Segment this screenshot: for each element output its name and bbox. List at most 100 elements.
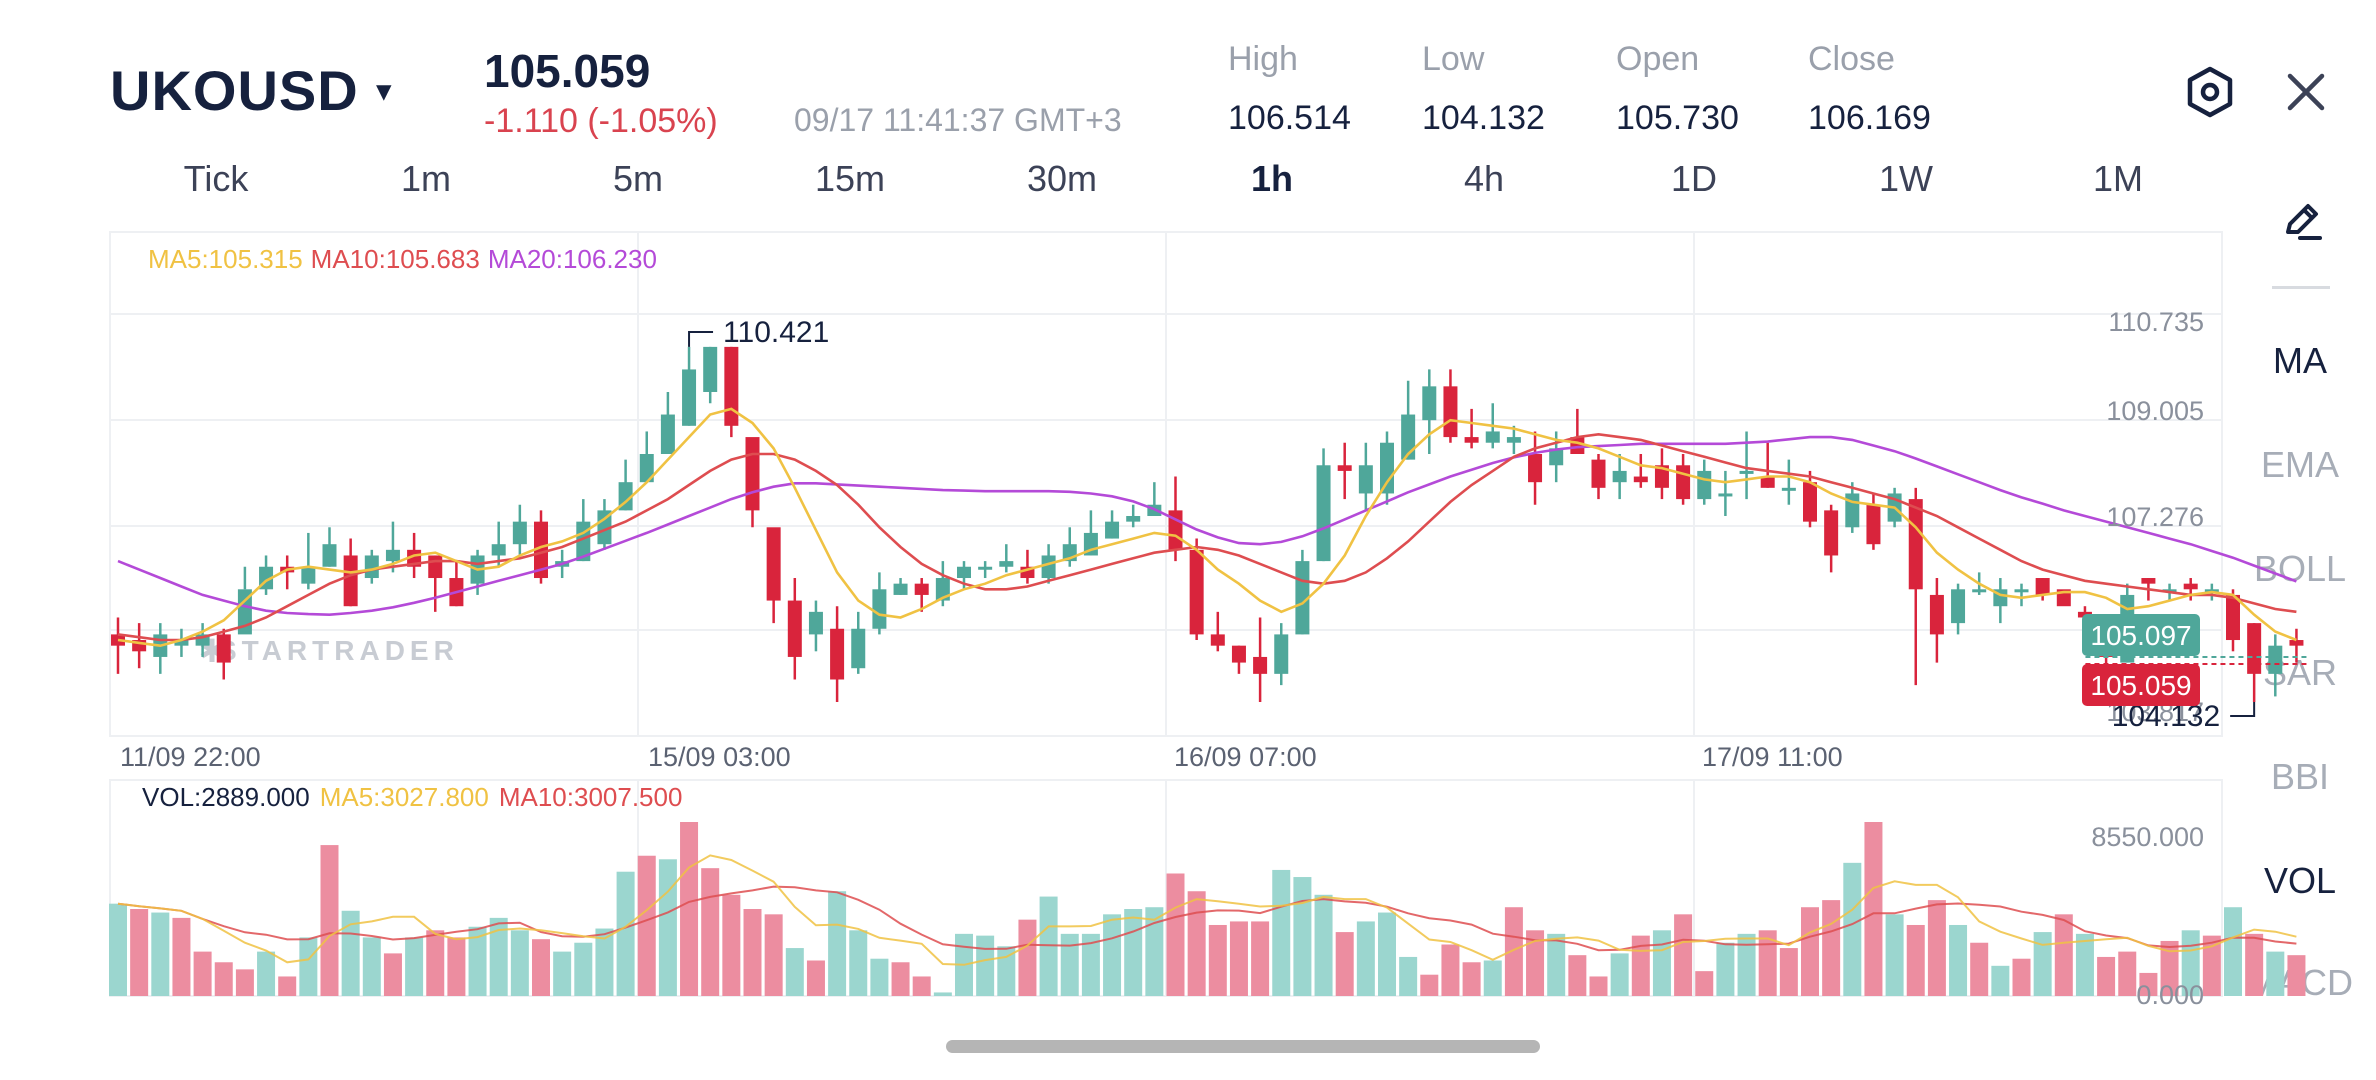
candle-body — [766, 527, 781, 601]
y-tick-label: 109.005 — [2106, 396, 2204, 426]
volume-bar — [1758, 930, 1777, 996]
indicator-vol[interactable]: VOL — [2263, 860, 2337, 901]
candle-body — [1401, 414, 1416, 460]
volume-bar — [1356, 921, 1375, 996]
price-chart[interactable]: STARTRADER✱MA5:105.315 MA10:105.683 MA20:1… — [0, 0, 2376, 1010]
close-stat: Close 106.169 — [1808, 40, 1931, 138]
candle-body — [1591, 459, 1606, 488]
volume-bar — [849, 930, 868, 996]
tab-4h[interactable]: 4h — [1463, 158, 1505, 199]
volume-bar — [1779, 948, 1798, 996]
volume-bar — [785, 948, 804, 996]
ma20-line — [117, 435, 2297, 617]
volume-bar — [1504, 907, 1523, 996]
volume-bar — [891, 962, 910, 996]
volume-bar — [257, 951, 276, 996]
x-tick-label: 15/09 03:00 — [648, 742, 791, 772]
candle-body — [1316, 465, 1331, 562]
indicator-boll[interactable]: BOLL — [2253, 548, 2347, 589]
close-label: Close — [1808, 40, 1895, 78]
candle-body — [703, 346, 718, 392]
volume-bar — [1674, 914, 1693, 996]
volume-bar — [997, 946, 1016, 996]
candle-body — [301, 566, 316, 584]
candle-body — [2035, 578, 2050, 595]
candle-body — [491, 544, 506, 556]
volume-bar — [658, 859, 677, 996]
close-icon[interactable] — [2286, 72, 2326, 112]
volume-bar — [1652, 930, 1671, 996]
tab-30m[interactable]: 30m — [1026, 158, 1098, 199]
candle-body — [1760, 476, 1775, 488]
tab-1d[interactable]: 1D — [1670, 158, 1718, 199]
volume-bar — [172, 917, 191, 996]
volume-bar — [1208, 924, 1227, 996]
volume-bar — [151, 912, 170, 996]
tab-15m[interactable]: 15m — [814, 158, 886, 199]
volume-bar — [1906, 924, 1925, 996]
volume-bar — [362, 937, 381, 996]
volume-bar — [2266, 951, 2285, 996]
tab-1m[interactable]: 1M — [2092, 158, 2144, 199]
open-value: 105.730 — [1616, 99, 1739, 137]
candle-body — [1845, 493, 1860, 528]
candle-body — [851, 628, 866, 669]
candle-body — [512, 521, 527, 545]
vol-legend-ma5: MA5:3027.800 — [320, 782, 489, 812]
volume-bar — [2245, 933, 2264, 996]
indicator-ema[interactable]: EMA — [2260, 444, 2339, 485]
indicator-bbi[interactable]: BBI — [2270, 756, 2330, 797]
tab-5m[interactable]: 5m — [612, 158, 664, 199]
volume-bar — [701, 868, 720, 996]
candle-body — [1337, 465, 1352, 471]
candle-body — [2226, 594, 2240, 641]
volume-bar — [1441, 944, 1460, 996]
x-tick-label: 17/09 11:00 — [1702, 742, 1843, 772]
candle-body — [2141, 578, 2156, 584]
candle-body — [1358, 465, 1373, 494]
candle-body — [2247, 623, 2262, 674]
indicator-ma[interactable]: MA — [2273, 340, 2327, 381]
volume-bar — [722, 894, 741, 996]
volume-bar — [637, 855, 656, 996]
symbol-selector[interactable]: UKOUSD ▾ — [110, 58, 392, 123]
volume-bar — [299, 937, 318, 996]
candle-body — [957, 566, 971, 579]
volume-bar — [2097, 956, 2116, 996]
volume-bar — [447, 937, 466, 996]
ask-price-label: 105.059 — [2090, 670, 2191, 701]
volume-bar — [1166, 873, 1185, 996]
tab-1w[interactable]: 1W — [1879, 158, 1933, 199]
volume-bar — [2139, 972, 2158, 996]
tab-tick[interactable]: Tick — [183, 158, 249, 199]
candle-body — [1972, 589, 1987, 593]
candle-body — [597, 510, 612, 545]
bid-price-label: 105.097 — [2090, 620, 2191, 651]
candle-body — [1697, 470, 1712, 500]
volume-bar — [1970, 942, 1989, 996]
candle-body — [724, 346, 739, 426]
volume-bar — [1864, 822, 1883, 996]
candle-body — [1824, 510, 1839, 556]
x-tick-label: 16/09 07:00 — [1174, 742, 1317, 772]
high-stat: High 106.514 — [1228, 40, 1351, 138]
tab-1h[interactable]: 1h — [1250, 158, 1294, 199]
home-indicator[interactable] — [946, 1040, 1540, 1053]
volume-bar — [2012, 958, 2031, 996]
vol-max-label: 8550.000 — [2091, 822, 2204, 852]
volume-bar — [214, 962, 233, 996]
vol-ma10-line — [117, 885, 2297, 952]
candle-body — [745, 437, 760, 511]
volume-bar — [341, 910, 360, 996]
volume-bar — [193, 951, 212, 996]
candle-body — [343, 555, 358, 607]
tab-1m[interactable]: 1m — [400, 158, 452, 199]
candle-body — [978, 566, 993, 570]
hexagon-settings-icon[interactable] — [2186, 66, 2234, 118]
candle-body — [1126, 516, 1141, 522]
volume-bar — [1547, 933, 1566, 996]
legend-ma20: MA20:106.230 — [488, 244, 657, 274]
candle-body — [1908, 499, 1923, 590]
pencil-draw-icon[interactable] — [2280, 200, 2322, 242]
low-label: Low — [1422, 40, 1485, 78]
